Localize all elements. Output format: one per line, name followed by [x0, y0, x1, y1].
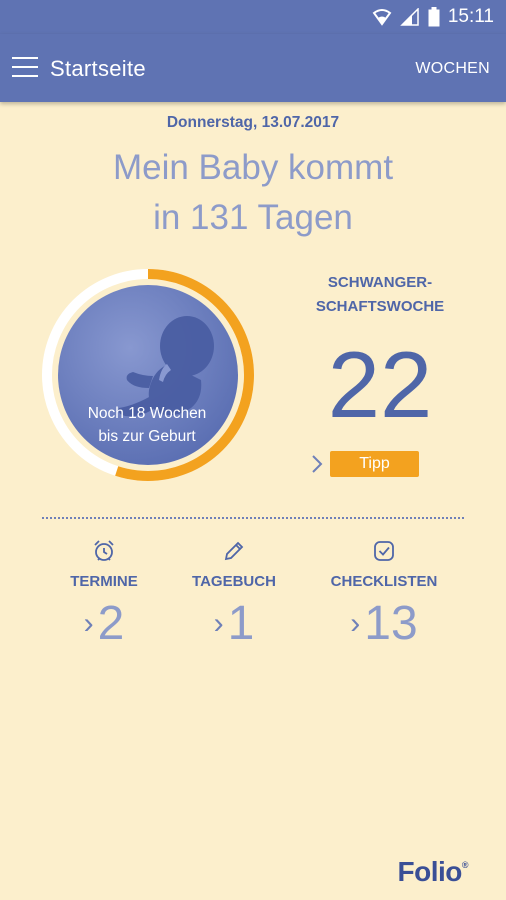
pregnancy-week-number: 22 [327, 332, 433, 437]
progress-arc [42, 269, 254, 481]
alarm-clock-icon [34, 538, 174, 564]
dotted-divider [42, 517, 464, 519]
checkbox-icon [314, 538, 454, 564]
weeks-remaining-line2: bis zur Geburt [98, 428, 196, 445]
weeks-remaining-text: Noch 18 Wochen bis zur Geburt [57, 402, 237, 448]
checklisten-value: › 13 [314, 596, 454, 651]
weeks-remaining-line1: Noch 18 Wochen [87, 405, 207, 422]
battery-icon [428, 7, 440, 27]
status-time: 15:11 [447, 6, 494, 27]
headline-line1: Mein Baby kommt [112, 148, 394, 187]
chevron-right-icon: › [83, 606, 94, 640]
wochen-button[interactable]: WOCHEN [415, 60, 490, 77]
page-title: Startseite [50, 56, 146, 81]
checklisten-label: CHECKLISTEN [330, 573, 438, 590]
pregnancy-progress-ring[interactable] [41, 268, 255, 482]
folio-logo-text: Folio [397, 856, 462, 887]
headline-line2: in 131 Tagen [153, 198, 353, 237]
folio-logo: Folio® [397, 856, 468, 887]
tagebuch-label: TAGEBUCH [192, 573, 276, 590]
pregnancy-week-label-line1: SCHWANGER- [327, 274, 433, 291]
countdown-headline: Mein Baby kommt in 131 Tagen [0, 143, 506, 243]
pencil-icon [164, 538, 304, 564]
tipp-button[interactable]: Tipp [330, 451, 419, 477]
chevron-right-icon: › [350, 606, 361, 640]
tagebuch-value: › 1 [164, 596, 304, 651]
status-bar: 15:11 [0, 0, 506, 34]
tagebuch-count: 1 [227, 597, 255, 650]
app-bar: Startseite WOCHEN [0, 34, 506, 102]
termine-count: 2 [97, 597, 125, 650]
chevron-right-icon[interactable] [310, 453, 324, 475]
checklisten-count: 13 [364, 597, 418, 650]
chevron-right-icon: › [213, 606, 224, 640]
pregnancy-week-label: SCHWANGER- SCHAFTSWOCHE [280, 271, 480, 319]
signal-icon [400, 8, 420, 26]
termine-label: TERMINE [70, 573, 138, 590]
checklisten-stat[interactable]: CHECKLISTEN › 13 [314, 538, 454, 651]
pregnancy-week-label-line2: SCHAFTSWOCHE [315, 298, 445, 315]
tagebuch-stat[interactable]: TAGEBUCH › 1 [164, 538, 304, 651]
hamburger-menu-icon[interactable] [12, 56, 38, 78]
termine-stat[interactable]: TERMINE › 2 [34, 538, 174, 651]
current-date: Donnerstag, 13.07.2017 [166, 114, 340, 131]
termine-value: › 2 [34, 596, 174, 651]
wifi-icon [372, 8, 392, 26]
embryo-icon [118, 316, 214, 417]
